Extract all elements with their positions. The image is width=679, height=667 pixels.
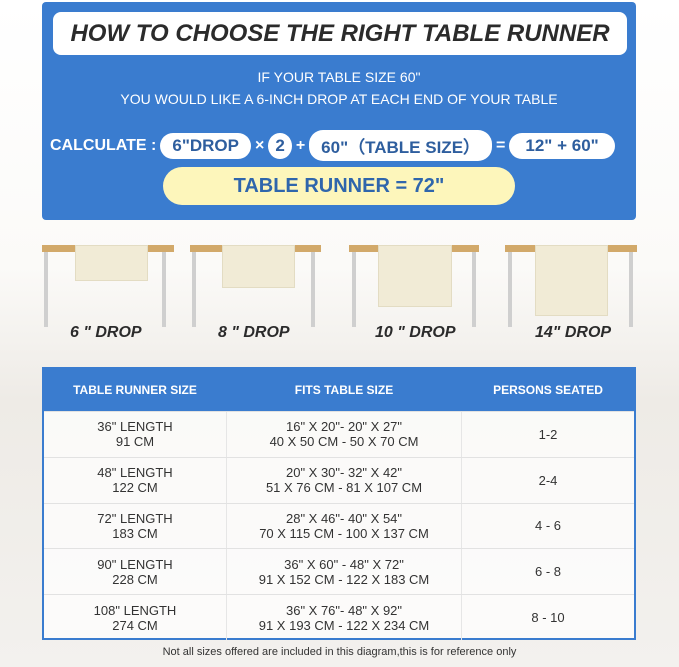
intro-line-2: YOU WOULD LIKE A 6-INCH DROP AT EACH END… [120, 91, 558, 107]
table-illustration-14 [505, 245, 637, 327]
fits-size: 36" X 76"- 48" X 92" 91 X 193 CM - 122 X … [226, 595, 462, 640]
calc-label: CALCULATE : [50, 136, 157, 154]
persons-seated: 4 - 6 [534, 518, 561, 534]
table-row: 48" LENGTH 122 CM 20" X 30"- 32" X 42" 51 … [44, 456, 634, 503]
page-title: HOW TO CHOOSE THE RIGHT TABLE RUNNER [53, 12, 627, 55]
drop-label-10: 10 " DROP [375, 324, 456, 341]
fits-size: 36" X 60" - 48" X 72" 91 X 152 CM - 122 X… [226, 549, 462, 595]
fits-inches: 16" X 20"- 20" X 27" [285, 419, 403, 435]
fits-size: 16" X 20"- 20" X 27" 40 X 50 CM - 50 X 70… [226, 412, 462, 457]
table-illustration-6 [42, 245, 174, 327]
fits-size: 28" X 46"- 40" X 54" 70 X 115 CM - 100 X … [226, 503, 462, 549]
footnote: Not all sizes offered are included in th… [162, 646, 517, 658]
size-cm: 228 CM [112, 571, 158, 587]
drop-label-14: 14" DROP [535, 324, 612, 341]
size-cm: 122 CM [112, 480, 158, 496]
size-table: TABLE RUNNER SIZE FITS TABLE SIZE PERSON… [42, 367, 636, 640]
fits-inches: 36" X 60" - 48" X 72" [284, 556, 404, 572]
table-row: 36" LENGTH 91 CM 16" X 20"- 20" X 27" 40 X… [44, 411, 634, 457]
size-cm: 274 CM [112, 617, 158, 633]
header-runner-size: TABLE RUNNER SIZE [73, 383, 197, 397]
size-inches: 90" LENGTH [97, 556, 173, 572]
size-inches: 48" LENGTH [97, 465, 173, 481]
table-row: 108" LENGTH 274 CM 36" X 76"- 48" X 92" 91… [44, 594, 634, 640]
drop-pill: 6"DROP [160, 132, 251, 159]
drop-label-8: 8 " DROP [218, 324, 290, 341]
runner-size: 48" LENGTH 122 CM [44, 465, 226, 495]
table-illustration-10 [349, 245, 479, 327]
table-row: 90" LENGTH 228 CM 36" X 60" - 48" X 72" 91… [44, 548, 634, 595]
result-pill: TABLE RUNNER = 72" [163, 167, 515, 205]
fits-cm: 40 X 50 CM - 50 X 70 CM [269, 434, 419, 450]
fits-cm: 91 X 152 CM - 122 X 183 CM [258, 571, 430, 587]
size-cm: 91 CM [115, 434, 155, 450]
persons-seated: 1-2 [538, 426, 558, 442]
fits-inches: 36" X 76"- 48" X 92" [285, 602, 403, 618]
fits-inches: 20" X 30"- 32" X 42" [285, 465, 403, 481]
persons-seated: 8 - 10 [531, 610, 565, 626]
persons-seated: 6 - 8 [534, 564, 561, 580]
fits-cm: 70 X 115 CM - 100 X 137 CM [259, 525, 429, 541]
calculation: CALCULATE : 6"DROP × 2 + 60"（TABLE SIZE）… [50, 130, 615, 161]
size-inches: 36" LENGTH [97, 419, 173, 435]
header-fits: FITS TABLE SIZE [294, 383, 394, 397]
size-cm: 183 CM [112, 525, 158, 541]
table-row: 72" LENGTH 183 CM 28" X 46"- 40" X 54" 70 … [44, 502, 634, 549]
runner-size: 36" LENGTH 91 CM [44, 419, 226, 449]
runner-size: 108" LENGTH 274 CM [44, 603, 226, 633]
fits-cm: 91 X 193 CM - 122 X 234 CM [258, 617, 430, 633]
table-illustration-8 [190, 245, 321, 327]
persons-seated: 2-4 [538, 472, 558, 488]
fits-size: 20" X 30"- 32" X 42" 51 X 76 CM - 81 X 10… [226, 457, 462, 503]
equals-sign: = [496, 136, 506, 154]
two-pill: 2 [268, 132, 292, 159]
intro-line-1: IF YOUR TABLE SIZE 60" [257, 69, 421, 85]
fits-cm: 51 X 76 CM - 81 X 107 CM [265, 480, 423, 496]
drop-label-6: 6 " DROP [70, 324, 142, 341]
plus-sign: + [295, 136, 306, 154]
formula-panel: HOW TO CHOOSE THE RIGHT TABLE RUNNER IF … [42, 2, 636, 220]
runner-size: 72" LENGTH 183 CM [44, 511, 226, 541]
header-persons: PERSONS SEATED [493, 383, 603, 397]
times-sign: × [255, 136, 265, 154]
fits-inches: 28" X 46"- 40" X 54" [285, 510, 403, 526]
size-inches: 108" LENGTH [93, 602, 177, 618]
runner-size: 90" LENGTH 228 CM [44, 557, 226, 587]
table-size-pill: 60"（TABLE SIZE） [309, 130, 493, 161]
table-header: TABLE RUNNER SIZE FITS TABLE SIZE PERSON… [44, 369, 634, 411]
size-inches: 72" LENGTH [97, 510, 173, 526]
sum-pill: 12" + 60" [509, 132, 615, 159]
